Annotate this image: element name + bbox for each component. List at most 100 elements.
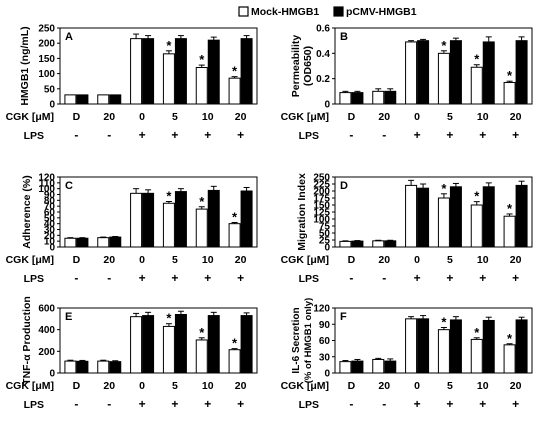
bar-pcmv (515, 40, 528, 105)
cgk-value: D (348, 254, 356, 266)
row-label-lps: LPS (24, 130, 44, 142)
bar-mock (372, 240, 385, 248)
bar-mock (339, 92, 352, 105)
cgk-value: 5 (447, 111, 453, 123)
cgk-value: 20 (103, 254, 115, 266)
cgk-value: D (73, 254, 81, 266)
bar-mock (195, 208, 208, 248)
bar-pcmv (417, 318, 430, 374)
significance-star: * (232, 64, 238, 79)
bar-mock (228, 77, 241, 105)
y-tick-label: 100 (38, 184, 55, 195)
bar-mock (372, 90, 385, 105)
bar-pcmv (384, 90, 397, 105)
lps-value: - (107, 271, 111, 285)
y-tick-label: 0 (324, 100, 330, 111)
bar-mock (130, 38, 143, 105)
y-tick-label: 70 (44, 202, 56, 213)
panel-letter: B (340, 31, 348, 43)
cgk-value: 20 (378, 380, 390, 392)
legend-label-mock: Mock-HMGB1 (251, 6, 319, 18)
lps-value: - (74, 397, 78, 411)
bar-mock (97, 237, 110, 248)
y-tick-label: 0.4 (316, 49, 330, 60)
plot-frame (334, 176, 533, 248)
y-tick-label: 0 (49, 243, 55, 254)
bar-pcmv (174, 191, 187, 248)
bar-mock (437, 197, 450, 248)
cgk-value: 0 (139, 254, 145, 266)
significance-star: * (441, 38, 447, 53)
bar-pcmv (449, 319, 462, 374)
cgk-value: 5 (172, 254, 178, 266)
y-tick-label: 200 (38, 39, 55, 50)
lps-value: + (237, 271, 244, 285)
bar-pcmv (76, 237, 89, 248)
bar-mock (162, 202, 175, 248)
cgk-value: 20 (235, 111, 247, 123)
row-label-lps: LPS (299, 273, 319, 285)
bar-pcmv (76, 94, 89, 105)
significance-star: * (199, 194, 205, 209)
bar-mock (228, 349, 241, 374)
bar-mock (503, 344, 516, 374)
lps-value: + (512, 397, 519, 411)
bar-pcmv (417, 40, 430, 105)
bar-pcmv (482, 319, 495, 374)
bar-pcmv (482, 41, 495, 105)
y-tick-label: 120 (38, 173, 55, 184)
y-tick-label: 25 (319, 236, 331, 247)
lps-value: + (414, 128, 421, 142)
y-tick-label: 80 (44, 196, 56, 207)
lps-value: + (479, 271, 486, 285)
lps-value: + (414, 271, 421, 285)
significance-star: * (474, 325, 480, 340)
y-tick-label: 250 (313, 173, 330, 184)
bar-pcmv (76, 360, 89, 374)
row-label-cgk: CGK [μM] (281, 254, 329, 266)
lps-value: + (139, 128, 146, 142)
bar-pcmv (109, 361, 122, 374)
y-tick-label: 0.6 (316, 24, 330, 35)
y-tick-label: 50 (44, 84, 56, 95)
cgk-value: D (348, 111, 356, 123)
significance-star: * (199, 52, 205, 67)
cgk-value: 0 (139, 111, 145, 123)
y-tick-label: 600 (38, 304, 55, 315)
y-tick-label: 120 (313, 304, 330, 315)
bar-pcmv (207, 189, 220, 248)
y-axis-label: IL-6 Secretion (291, 307, 302, 373)
bar-pcmv (142, 38, 155, 105)
legend-label-pcmv: pCMV-HMGB1 (346, 6, 417, 18)
bar-pcmv (515, 184, 528, 248)
panel-letter: D (340, 180, 348, 192)
bar-pcmv (142, 315, 155, 374)
cgk-value: 20 (378, 111, 390, 123)
bar-pcmv (240, 190, 253, 248)
lps-value: + (204, 397, 211, 411)
cgk-value: 10 (477, 380, 489, 392)
bar-pcmv (142, 192, 155, 248)
y-tick-label: 0.2 (316, 74, 330, 85)
bar-mock (64, 94, 77, 105)
panel-letter: F (340, 311, 347, 323)
cgk-value: 5 (447, 380, 453, 392)
cgk-value: 5 (172, 380, 178, 392)
y-tick-label: 110 (39, 178, 56, 189)
lps-value: + (171, 397, 178, 411)
panel-f: F 0 30 60 90 120 IL-6 Secretion (% of HMGB1 onl… (281, 298, 533, 411)
bar-mock (130, 316, 143, 374)
bar-mock (228, 223, 241, 248)
y-tick-label: 90 (319, 320, 331, 331)
bar-pcmv (351, 240, 364, 248)
y-axis-label-unit: (% of HMGB1 only) (303, 298, 314, 384)
y-tick-label: 200 (38, 347, 55, 358)
cgk-value: 10 (477, 254, 489, 266)
bar-mock (372, 358, 385, 374)
bar-mock (470, 338, 483, 374)
bar-pcmv (482, 186, 495, 248)
bar-mock (64, 237, 77, 248)
lps-value: + (446, 128, 453, 142)
row-label-lps: LPS (24, 399, 44, 411)
bar-mock (339, 361, 352, 374)
